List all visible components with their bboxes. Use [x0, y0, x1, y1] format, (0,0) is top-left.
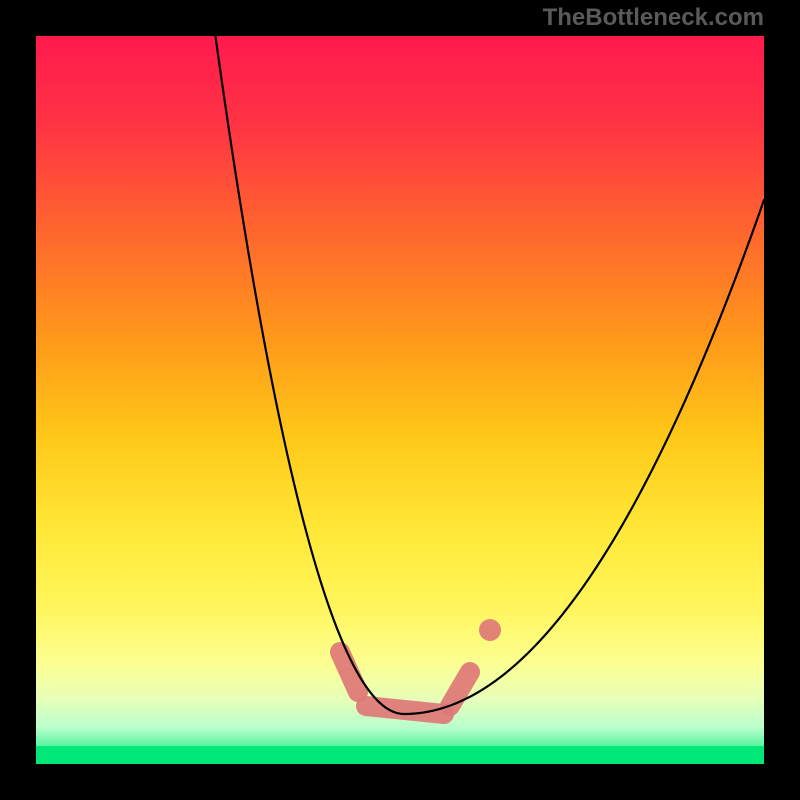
- watermark-text: TheBottleneck.com: [543, 4, 764, 32]
- chart-stage: TheBottleneck.com: [0, 0, 800, 800]
- optimal-green-band: [36, 746, 764, 764]
- plot-gradient-background: [36, 36, 764, 764]
